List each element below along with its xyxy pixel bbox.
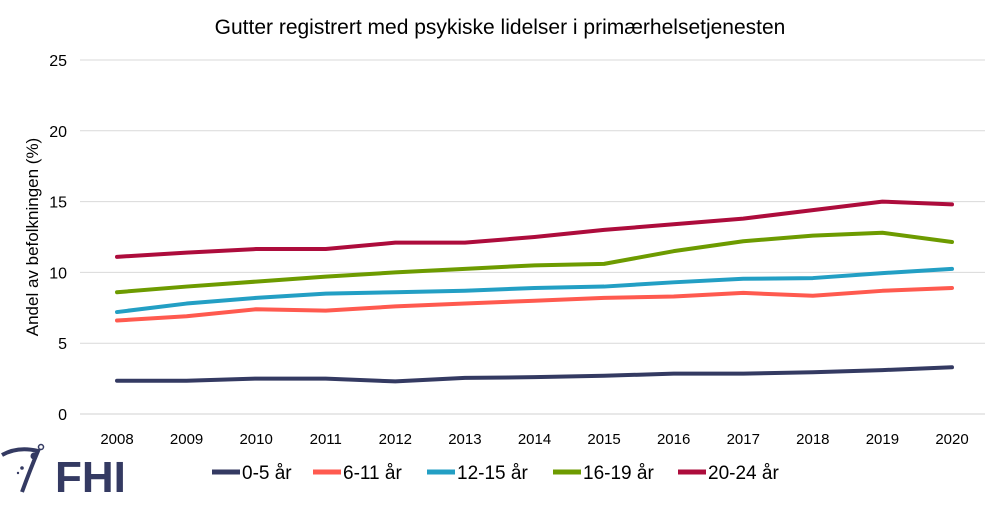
x-tick-label: 2016 xyxy=(657,431,690,448)
y-tick-label: 0 xyxy=(58,407,67,424)
x-tick-label: 2013 xyxy=(448,431,481,448)
series-line-0-5-år xyxy=(115,365,954,384)
y-tick-label: 25 xyxy=(49,53,67,70)
legend-label: 16-19 år xyxy=(583,463,654,484)
x-tick-label: 2019 xyxy=(866,431,899,448)
legend-label: 0-5 år xyxy=(242,463,292,484)
x-tick-label: 2018 xyxy=(796,431,829,448)
fhi-logo-figure-icon xyxy=(1,447,41,493)
series-line-16-19-år xyxy=(115,230,954,295)
x-tick-label: 2011 xyxy=(310,431,342,448)
x-tick-label: 2010 xyxy=(239,431,272,448)
x-tick-label: 2017 xyxy=(727,431,760,448)
chart-title: Gutter registrert med psykiske lidelser … xyxy=(215,16,786,39)
x-tick-label: 2012 xyxy=(379,431,412,448)
x-tick-label: 2014 xyxy=(518,431,551,448)
y-tick-label: 5 xyxy=(58,336,67,353)
y-tick-label: 20 xyxy=(49,124,67,141)
y-tick-label: 15 xyxy=(49,195,67,212)
legend-label: 6-11 år xyxy=(343,463,402,484)
fhi-logo: FHI xyxy=(1,443,126,502)
fhi-logo-text: FHI xyxy=(55,453,126,500)
x-tick-label: 2020 xyxy=(935,431,968,448)
x-tick-label: 2015 xyxy=(587,431,620,448)
y-tick-label: 10 xyxy=(49,265,67,282)
series-line-12-15-år xyxy=(115,266,954,315)
y-axis-label: Andel av befolkningen (%) xyxy=(23,138,42,336)
series-line-6-11-år xyxy=(115,285,954,323)
x-tick-label: 2009 xyxy=(170,431,203,448)
legend-label: 20-24 år xyxy=(708,463,779,484)
x-tick-label: 2008 xyxy=(100,431,133,448)
series-line-20-24-år xyxy=(115,199,954,259)
legend-label: 12-15 år xyxy=(457,463,528,484)
